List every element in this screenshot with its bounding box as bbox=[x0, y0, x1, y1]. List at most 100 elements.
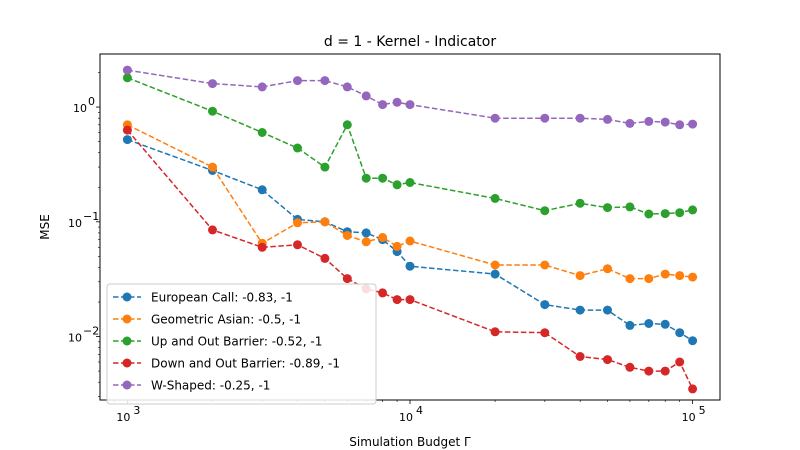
data-point bbox=[392, 295, 402, 305]
data-point bbox=[644, 274, 654, 284]
data-point bbox=[490, 113, 500, 123]
data-point bbox=[688, 272, 698, 282]
legend-label: W-Shaped: -0.25, -1 bbox=[151, 379, 270, 393]
data-point bbox=[378, 233, 388, 242]
x-tick-label: 10 bbox=[399, 411, 413, 424]
data-point bbox=[625, 274, 635, 284]
data-point bbox=[257, 128, 267, 137]
data-point bbox=[688, 205, 698, 215]
legend-label: Geometric Asian: -0.5, -1 bbox=[151, 313, 301, 327]
legend: European Call: -0.83, -1 Geometric Asian:… bbox=[106, 283, 377, 405]
series-4 bbox=[122, 125, 698, 394]
data-point bbox=[208, 162, 217, 172]
data-point bbox=[122, 135, 132, 145]
legend-label: Down and Out Barrier: -0.89, -1 bbox=[151, 357, 340, 371]
data-point bbox=[675, 357, 685, 367]
legend-marker bbox=[122, 358, 132, 368]
data-point bbox=[625, 320, 635, 330]
data-point bbox=[405, 236, 415, 246]
data-point bbox=[644, 209, 654, 219]
y-tick-label: 10 bbox=[68, 332, 82, 345]
data-point bbox=[644, 366, 654, 376]
data-point bbox=[490, 269, 500, 279]
data-point bbox=[320, 162, 330, 172]
data-point bbox=[361, 228, 371, 238]
data-point bbox=[490, 260, 500, 270]
data-point bbox=[540, 300, 550, 310]
data-point bbox=[644, 116, 654, 126]
y-tick-label: 10 bbox=[73, 102, 87, 115]
data-point bbox=[540, 260, 550, 270]
data-point bbox=[392, 180, 402, 190]
legend-label: Up and Out Barrier: -0.52, -1 bbox=[151, 335, 322, 349]
data-point bbox=[208, 79, 217, 89]
data-point bbox=[603, 264, 612, 274]
data-point bbox=[257, 82, 267, 92]
data-point bbox=[675, 271, 685, 281]
data-point bbox=[688, 384, 698, 394]
legend-entry: Geometric Asian: -0.5, -1 bbox=[113, 313, 301, 327]
data-point bbox=[603, 114, 612, 124]
plot-area bbox=[122, 65, 698, 394]
data-point bbox=[540, 113, 550, 123]
data-point bbox=[342, 231, 352, 240]
data-point bbox=[378, 173, 388, 183]
data-point bbox=[257, 242, 267, 252]
data-point bbox=[208, 225, 217, 235]
x-tick-exponent: 3 bbox=[133, 404, 140, 417]
data-point bbox=[644, 319, 654, 328]
data-point bbox=[361, 173, 371, 183]
data-point bbox=[405, 178, 415, 187]
data-point bbox=[490, 327, 500, 337]
data-point bbox=[660, 117, 670, 127]
chart-title: d = 1 - Kernel - Indicator bbox=[324, 34, 496, 50]
data-point bbox=[625, 362, 635, 372]
data-point bbox=[320, 217, 330, 227]
data-point bbox=[490, 193, 500, 203]
data-point bbox=[208, 106, 217, 116]
data-point bbox=[575, 198, 585, 208]
data-point bbox=[361, 91, 371, 101]
data-point bbox=[342, 82, 352, 92]
data-point bbox=[405, 295, 415, 305]
data-point bbox=[378, 288, 388, 298]
data-point bbox=[603, 355, 612, 365]
data-point bbox=[660, 209, 670, 219]
legend-entry: Up and Out Barrier: -0.52, -1 bbox=[113, 335, 322, 349]
x-axis-label: Simulation Budget Γ bbox=[349, 435, 471, 449]
legend-entry: Down and Out Barrier: -0.89, -1 bbox=[113, 357, 340, 371]
data-point bbox=[320, 253, 330, 263]
legend-entry: European Call: -0.83, -1 bbox=[113, 291, 293, 305]
data-point bbox=[405, 261, 415, 271]
data-point bbox=[625, 202, 635, 212]
legend-entry: W-Shaped: -0.25, -1 bbox=[113, 379, 270, 393]
data-point bbox=[122, 125, 132, 135]
y-tick-label: 10 bbox=[68, 217, 82, 230]
data-point bbox=[342, 274, 352, 284]
legend-marker bbox=[122, 292, 132, 302]
legend-label: European Call: -0.83, -1 bbox=[151, 291, 293, 305]
data-point bbox=[122, 73, 132, 83]
data-point bbox=[603, 305, 612, 315]
data-point bbox=[392, 97, 402, 107]
data-point bbox=[378, 100, 388, 110]
data-point bbox=[660, 319, 670, 329]
axes-frame bbox=[99, 53, 721, 401]
data-point bbox=[293, 240, 302, 250]
x-tick-label: 10 bbox=[682, 411, 696, 424]
data-point bbox=[575, 352, 585, 361]
y-axis-label: MSE bbox=[38, 214, 52, 240]
data-point bbox=[660, 269, 670, 279]
y-tick-exponent: 0 bbox=[88, 95, 95, 108]
data-point bbox=[603, 203, 612, 213]
data-point bbox=[405, 100, 415, 110]
data-point bbox=[660, 366, 670, 376]
data-point bbox=[122, 65, 132, 75]
data-point bbox=[293, 76, 302, 86]
data-point bbox=[293, 218, 302, 228]
data-point bbox=[688, 119, 698, 129]
data-point bbox=[257, 185, 267, 195]
data-point bbox=[675, 120, 685, 130]
data-point bbox=[392, 241, 402, 251]
